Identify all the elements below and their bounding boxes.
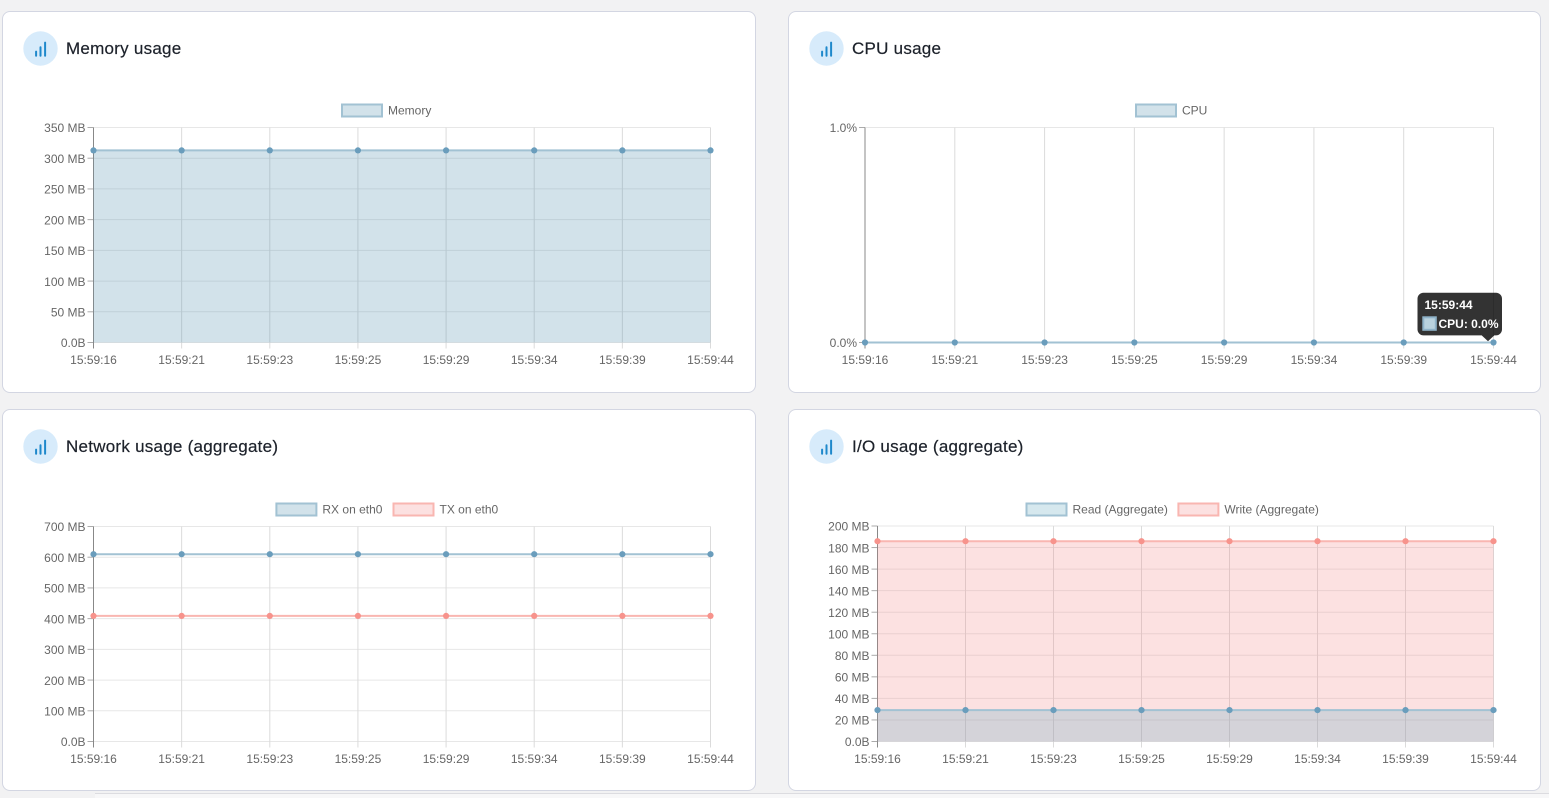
svg-text:50 MB: 50 MB: [51, 305, 86, 319]
svg-text:80 MB: 80 MB: [835, 649, 870, 663]
svg-text:15:59:34: 15:59:34: [511, 353, 558, 367]
svg-text:15:59:21: 15:59:21: [158, 752, 205, 766]
svg-text:Memory: Memory: [388, 104, 431, 118]
svg-text:15:59:39: 15:59:39: [1380, 353, 1427, 367]
svg-text:RX on eth0: RX on eth0: [322, 503, 382, 517]
svg-text:15:59:39: 15:59:39: [1382, 752, 1429, 766]
svg-text:140 MB: 140 MB: [828, 584, 869, 598]
svg-text:CPU: 0.0%: CPU: 0.0%: [1439, 317, 1499, 331]
svg-text:15:59:29: 15:59:29: [423, 752, 470, 766]
svg-text:150 MB: 150 MB: [44, 244, 85, 258]
svg-text:15:59:39: 15:59:39: [599, 752, 646, 766]
svg-text:15:59:25: 15:59:25: [335, 353, 382, 367]
svg-text:1.0%: 1.0%: [830, 121, 858, 135]
svg-text:15:59:16: 15:59:16: [854, 752, 901, 766]
svg-text:15:59:44: 15:59:44: [1470, 752, 1517, 766]
svg-text:15:59:21: 15:59:21: [931, 353, 978, 367]
svg-text:200 MB: 200 MB: [828, 520, 869, 534]
svg-text:15:59:44: 15:59:44: [687, 353, 734, 367]
svg-text:15:59:21: 15:59:21: [942, 752, 989, 766]
svg-text:15:59:44: 15:59:44: [1425, 298, 1473, 312]
svg-text:40 MB: 40 MB: [835, 692, 870, 706]
svg-text:200 MB: 200 MB: [44, 674, 85, 688]
svg-text:0.0%: 0.0%: [830, 336, 858, 350]
svg-text:15:59:25: 15:59:25: [1118, 752, 1165, 766]
svg-text:15:59:25: 15:59:25: [1111, 353, 1158, 367]
svg-text:15:59:29: 15:59:29: [1206, 752, 1253, 766]
svg-text:100 MB: 100 MB: [44, 704, 85, 718]
svg-text:15:59:34: 15:59:34: [511, 752, 558, 766]
svg-text:250 MB: 250 MB: [44, 183, 85, 197]
svg-text:100 MB: 100 MB: [828, 627, 869, 641]
svg-text:15:59:23: 15:59:23: [246, 353, 293, 367]
svg-text:15:59:21: 15:59:21: [158, 353, 205, 367]
svg-text:160 MB: 160 MB: [828, 563, 869, 577]
svg-text:0.0B: 0.0B: [845, 735, 870, 749]
svg-text:15:59:44: 15:59:44: [1470, 353, 1517, 367]
svg-text:CPU: CPU: [1182, 104, 1207, 118]
svg-text:600 MB: 600 MB: [44, 551, 85, 565]
svg-text:15:59:29: 15:59:29: [423, 353, 470, 367]
svg-text:0.0B: 0.0B: [61, 336, 86, 350]
svg-text:15:59:25: 15:59:25: [335, 752, 382, 766]
svg-text:TX on eth0: TX on eth0: [440, 503, 499, 517]
svg-text:15:59:23: 15:59:23: [1021, 353, 1068, 367]
svg-text:60 MB: 60 MB: [835, 671, 870, 685]
svg-text:300 MB: 300 MB: [44, 152, 85, 166]
svg-text:15:59:16: 15:59:16: [842, 353, 889, 367]
svg-text:0.0B: 0.0B: [61, 735, 86, 749]
svg-text:15:59:34: 15:59:34: [1294, 752, 1341, 766]
svg-text:15:59:44: 15:59:44: [687, 752, 734, 766]
svg-text:Write (Aggregate): Write (Aggregate): [1224, 503, 1318, 517]
svg-text:15:59:23: 15:59:23: [246, 752, 293, 766]
svg-text:15:59:16: 15:59:16: [70, 752, 117, 766]
svg-text:15:59:16: 15:59:16: [70, 353, 117, 367]
svg-text:Read (Aggregate): Read (Aggregate): [1073, 503, 1168, 517]
svg-text:300 MB: 300 MB: [44, 643, 85, 657]
svg-text:350 MB: 350 MB: [44, 121, 85, 135]
svg-text:15:59:23: 15:59:23: [1030, 752, 1077, 766]
svg-text:400 MB: 400 MB: [44, 612, 85, 626]
svg-text:200 MB: 200 MB: [44, 213, 85, 227]
svg-text:15:59:34: 15:59:34: [1291, 353, 1338, 367]
svg-text:20 MB: 20 MB: [835, 714, 870, 728]
svg-text:15:59:29: 15:59:29: [1201, 353, 1248, 367]
svg-text:120 MB: 120 MB: [828, 606, 869, 620]
svg-text:100 MB: 100 MB: [44, 275, 85, 289]
svg-text:15:59:39: 15:59:39: [599, 353, 646, 367]
svg-text:700 MB: 700 MB: [44, 520, 85, 534]
svg-text:500 MB: 500 MB: [44, 582, 85, 596]
svg-text:180 MB: 180 MB: [828, 541, 869, 555]
